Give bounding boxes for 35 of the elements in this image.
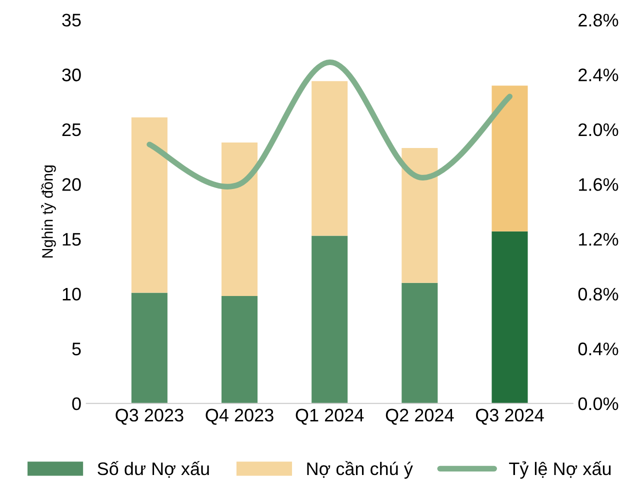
bar (222, 296, 258, 404)
bar (131, 117, 168, 293)
y2-tick-label: 2.0% (578, 123, 618, 136)
legend-label: Nợ cần chú ý (307, 461, 413, 479)
legend-label: Tỷ lệ Nợ xấu (509, 461, 611, 479)
bar (222, 142, 258, 296)
bar (402, 282, 438, 404)
y-axis-title: Nghin tỷ đồng (40, 165, 56, 258)
y2-tick-label: 0.8% (578, 288, 618, 301)
x-tick-label: Q4 2023 (206, 408, 274, 425)
y-tick-label: 20 (62, 178, 81, 191)
y-tick-label: 15 (62, 233, 81, 246)
bar (402, 148, 438, 283)
bar (312, 81, 348, 236)
y-tick-label: 0 (72, 397, 81, 410)
y-tick-label: 35 (62, 14, 81, 27)
legend-label: Số dư Nợ xấu (98, 461, 209, 478)
y2-tick-label: 0.4% (578, 342, 618, 356)
x-tick-label: Q2 2024 (386, 408, 454, 425)
y-tick-label: 25 (62, 123, 81, 136)
bar (131, 292, 168, 404)
y2-tick-label: 2.8% (578, 14, 618, 27)
bar (492, 86, 528, 232)
bar (492, 231, 528, 404)
y-tick-label: 5 (72, 342, 81, 356)
y2-tick-label: 1.6% (579, 178, 618, 191)
y2-tick-label: 0.0% (578, 397, 618, 410)
y2-tick-label: 1.2% (579, 232, 618, 246)
x-tick-label: Q1 2024 (296, 408, 364, 425)
y-tick-label: 30 (62, 68, 81, 82)
x-tick-label: Q3 2023 (116, 408, 184, 425)
y-tick-label: 10 (62, 288, 81, 301)
y2-tick-label: 2.4% (578, 68, 618, 82)
bar (312, 236, 348, 404)
x-tick-label: Q3 2024 (476, 408, 544, 425)
